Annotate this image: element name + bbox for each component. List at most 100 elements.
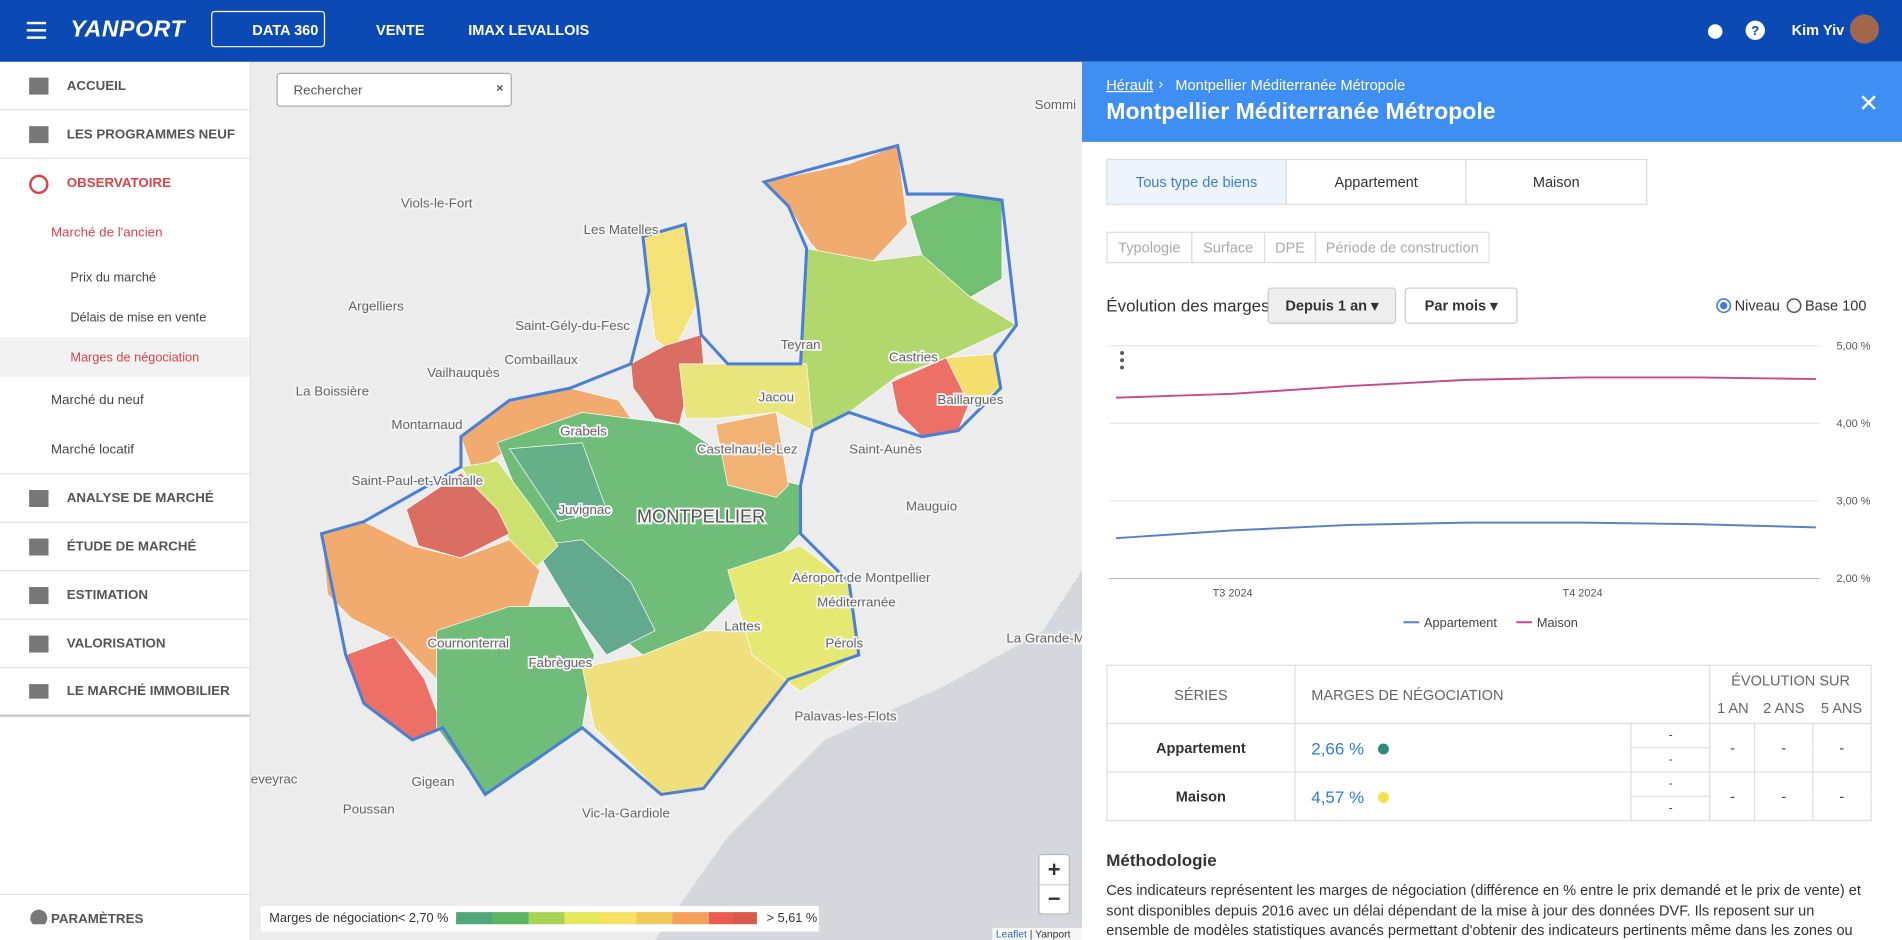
place-label: Poussan — [343, 802, 395, 817]
map-legend: Marges de négociation < 2,70 % > 5,61 % — [260, 906, 819, 932]
nav-item[interactable]: VENTE — [376, 21, 425, 39]
filter[interactable]: Surface — [1191, 231, 1266, 264]
submenu-item[interactable]: Prix du marché — [70, 269, 157, 285]
period-select[interactable]: Depuis 1 an ▾ — [1267, 287, 1397, 324]
dash: - — [1630, 771, 1711, 797]
place-label: Teyran — [781, 337, 821, 352]
tab-active[interactable]: Tous type de biens — [1106, 158, 1288, 205]
place-label: Vailhauquès — [427, 365, 500, 380]
menu-item[interactable]: ACCUEIL — [0, 62, 250, 111]
table-header: SÉRIES — [1106, 664, 1296, 725]
submenu-item[interactable]: Marché locatif — [0, 427, 250, 475]
series-dot — [1377, 742, 1389, 754]
metropole-outline — [319, 143, 1019, 797]
choropleth[interactable] — [321, 145, 1018, 795]
brand[interactable]: YANPORT — [70, 16, 186, 43]
tab[interactable]: Maison — [1465, 158, 1648, 205]
dash: - — [1630, 795, 1711, 822]
submenu-item[interactable]: Délais de mise en vente — [70, 309, 207, 325]
header-icons[interactable]: ? — [1703, 19, 1776, 43]
nav-item[interactable]: IMAX LEVALLOIS — [468, 21, 590, 39]
place-label: Sommi — [1035, 97, 1077, 112]
filter[interactable]: DPE — [1263, 231, 1317, 264]
series-dot — [1377, 791, 1389, 803]
menu-item[interactable]: LE MARCHÉ IMMOBILIER — [0, 668, 250, 717]
breadcrumb-separator: › — [1158, 75, 1164, 93]
close-button[interactable]: ✕ — [1858, 90, 1879, 118]
mode-option[interactable]: Base 100 — [1805, 299, 1866, 315]
place-label: Cournonterral — [427, 636, 509, 651]
breadcrumb-current: Montpellier Méditerranée Métropole — [1175, 76, 1406, 94]
menu-item[interactable]: VALORISATION — [0, 620, 250, 669]
avatar[interactable] — [1849, 14, 1879, 44]
place-label: Aéroport de Montpellier — [792, 570, 931, 585]
place-label: Saint-Gély-du-Fesc — [515, 318, 630, 333]
legend-min: < 2,70 % — [397, 910, 449, 926]
panel-title: Montpellier Méditerranée Métropole — [1106, 99, 1496, 125]
mode-radios[interactable]: Niveau Base 100 — [1714, 296, 1872, 315]
granularity-select[interactable]: Par mois ▾ — [1404, 287, 1518, 324]
table-header: 1 AN — [1710, 694, 1755, 725]
filter[interactable]: Période de construction — [1314, 231, 1490, 264]
value-cell: 4,57 % — [1294, 771, 1632, 822]
value: 4,57 % — [1311, 786, 1365, 806]
menu-item[interactable]: ÉTUDE DE MARCHÉ — [0, 523, 250, 572]
place-label: Méditerranée — [817, 594, 896, 609]
chart-menu[interactable] — [1120, 351, 1124, 370]
place-label: Baillargues — [937, 392, 1003, 407]
series-table: SÉRIES MARGES DE NÉGOCIATION ÉVOLUTION S… — [1106, 664, 1872, 822]
dash: - — [1811, 722, 1872, 773]
place-label: Montarnaud — [391, 417, 462, 432]
place-label: Grabels — [560, 423, 607, 438]
nav-item[interactable]: DATA 360 — [252, 21, 319, 39]
tab[interactable]: Appartement — [1285, 158, 1467, 205]
zone[interactable] — [508, 442, 607, 522]
user-name[interactable]: Kim Yiv — [1791, 21, 1845, 39]
menu-icon[interactable] — [26, 21, 49, 40]
zoom-in[interactable]: + — [1039, 855, 1069, 886]
zoom-out[interactable]: − — [1047, 886, 1061, 911]
zone[interactable] — [405, 472, 510, 559]
breadcrumb-link[interactable]: Hérault — [1106, 76, 1154, 94]
place-label: Juvignac — [558, 502, 611, 517]
attribution-link[interactable]: Leaflet — [995, 927, 1027, 940]
settings-item[interactable]: PARAMÈTRES — [0, 893, 250, 940]
map[interactable]: Viols-le-Fort Les Matelles Argelliers Saint… — [251, 61, 1083, 940]
search-placeholder: Rechercher — [293, 83, 363, 99]
place-label: Gigean — [412, 774, 455, 789]
series-line — [1115, 376, 1816, 399]
legend-max: > 5,61 % — [766, 910, 818, 926]
menu-item[interactable]: LES PROGRAMMES NEUF — [0, 110, 250, 159]
map-canvas[interactable]: Viols-le-Fort Les Matelles Argelliers Saint… — [251, 62, 1083, 940]
mode-option[interactable]: Niveau — [1735, 299, 1780, 315]
place-label: Lattes — [724, 619, 761, 634]
submenu-item[interactable]: Marges de négociation — [0, 337, 250, 378]
dash: - — [1811, 771, 1872, 822]
place-label: Mauguio — [906, 499, 957, 514]
table-header: MARGES DE NÉGOCIATION — [1294, 664, 1711, 725]
place-label: La Boissière — [296, 383, 369, 398]
search-input[interactable]: Rechercher × — [276, 72, 512, 107]
place-label: MONTPELLIER — [637, 507, 765, 527]
svg-text:?: ? — [1751, 23, 1759, 38]
zone[interactable] — [715, 411, 789, 498]
nav-button[interactable] — [211, 10, 326, 48]
clear-button[interactable]: × — [496, 82, 504, 96]
filter[interactable]: Typologie — [1106, 231, 1193, 264]
y-tick-label: 4,00 % — [1836, 418, 1870, 430]
submenu-item[interactable]: Marché du neuf — [50, 392, 144, 408]
table-row: Appartement 2,66 % - - - - — [1106, 722, 1872, 773]
sea — [655, 570, 1083, 940]
place-label: Pérols — [825, 636, 863, 651]
legend-label: Appartement — [1424, 615, 1497, 630]
submenu-item[interactable]: Marché de l'ancien — [50, 225, 163, 241]
menu-item[interactable]: ESTIMATION — [0, 571, 250, 620]
place-label: Vic-la-Gardiole — [582, 805, 670, 820]
table-body: Appartement 2,66 % - - - - - Maison 4,57 % - - - - - — [1106, 722, 1872, 822]
menu-item[interactable]: ANALYSE DE MARCHÉ — [0, 474, 250, 523]
place-label: Palavas-les-Flots — [794, 708, 897, 723]
menu-item[interactable]: OBSERVATOIRE — [66, 175, 172, 191]
x-tick-label: T4 2024 — [1563, 588, 1603, 600]
